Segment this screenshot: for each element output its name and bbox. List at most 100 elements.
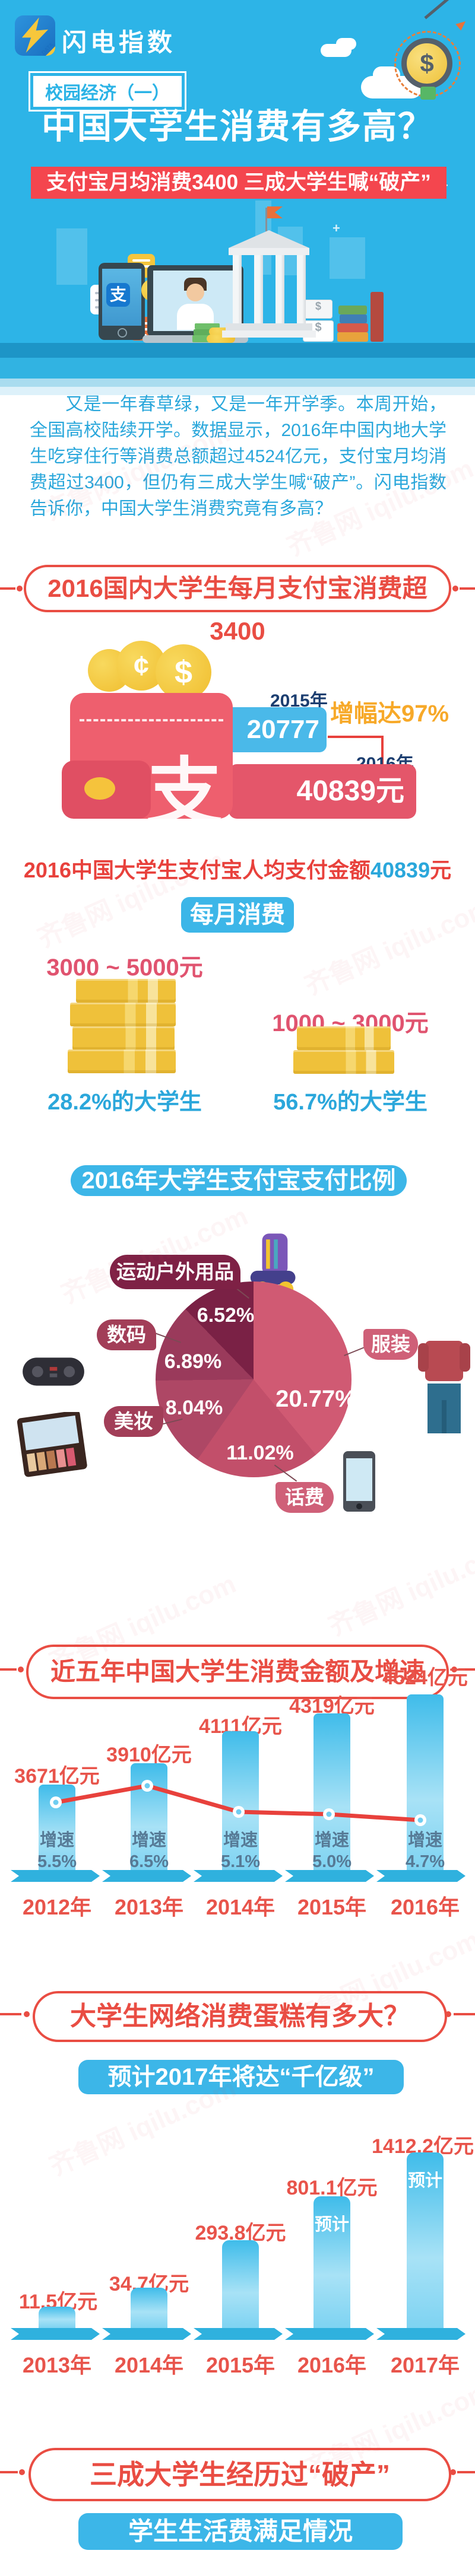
title-side-dot <box>450 2469 456 2475</box>
cash-stack-icon <box>195 323 220 329</box>
online-spend-bar-2014 <box>131 2288 167 2328</box>
wallet-pocket <box>62 761 151 819</box>
ground-band <box>0 343 475 358</box>
axis-year: 2015年 <box>297 1895 367 1919</box>
timeline-arrow <box>102 2328 191 2340</box>
title-side-dot <box>452 586 458 591</box>
axis-year: 2016年 <box>297 2353 367 2377</box>
bank-base <box>226 323 312 330</box>
section1-title: 2016国内大学生每月支付宝消费超3400 <box>24 565 451 645</box>
bar-value-label: 4524亿元 <box>382 1667 468 1689</box>
coin-handle <box>420 87 436 100</box>
title-side-dot <box>17 586 23 591</box>
bar-value-label: 3671亿元 <box>14 1765 100 1788</box>
smartphone-icon <box>343 1451 375 1512</box>
app-name: 闪电指数 <box>62 28 176 56</box>
target-coin-icon: $ <box>401 38 452 89</box>
bar-2016-amount: 40839元 <box>229 764 416 819</box>
student-face <box>186 284 204 301</box>
gold-bar <box>297 1026 391 1050</box>
cash-stack-icon <box>194 329 221 335</box>
title-side-dot <box>18 1667 24 1672</box>
timeline-arrow <box>102 1870 191 1882</box>
axis-year: 2012年 <box>22 1895 92 1919</box>
bank-column <box>254 255 263 323</box>
sparkle-icon: + <box>332 221 340 236</box>
growth-line-chart <box>50 1780 426 1826</box>
book-icon <box>340 314 367 323</box>
pie-label-phone-bill: 话费 <box>276 1482 334 1513</box>
title-side-dash <box>457 2471 475 2473</box>
range-label-high: 3000 ~ 5000元 <box>46 955 203 981</box>
growth-label: 增速 6.5% <box>129 1831 169 1871</box>
pie-label-sport: 运动户外用品 <box>110 1255 240 1289</box>
bar-2015-amount: 20777元 <box>221 707 327 789</box>
phone-screen <box>346 1458 372 1501</box>
watermark: 齐鲁网 iqilu.com <box>324 1534 475 1642</box>
logo-corner-triangle <box>35 36 55 56</box>
phone-home-button <box>356 1503 362 1509</box>
growth-note: 增幅达97% <box>330 701 449 727</box>
bar-value-label: 801.1亿元 <box>286 2177 378 2199</box>
ground-band <box>0 387 475 395</box>
bank-column <box>276 255 284 323</box>
timeline-arrow <box>285 1870 374 1882</box>
online-spend-bar-2017 <box>407 2152 444 2328</box>
pie-value-phone-bill: 11.02% <box>226 1442 294 1464</box>
page-title: 中国大学生消费有多高？ <box>41 107 433 146</box>
clothing-icon <box>418 1341 470 1433</box>
monthly-spend-badge: 每月消费 <box>181 897 294 933</box>
laptop-screen <box>153 271 238 331</box>
gold-bar <box>68 1050 176 1073</box>
section4-badge: 学生生活费满足情况 <box>78 2513 403 2550</box>
timeline-arrow <box>11 1870 100 1882</box>
gold-bar <box>76 979 176 1003</box>
ground-band <box>0 379 475 387</box>
money-bundle-icon: $ <box>304 300 332 319</box>
section4-title: 三成大学生经历过“破产” <box>28 2448 451 2501</box>
pie-label-beauty: 美妆 <box>104 1406 163 1437</box>
bank-beam <box>229 248 309 255</box>
bank-column <box>297 255 306 323</box>
bank-flag-icon <box>267 206 283 218</box>
book-icon <box>338 306 367 314</box>
axis-year: 2016年 <box>390 1895 460 1919</box>
book-icon <box>337 323 368 332</box>
online-spend-bar-2016 <box>314 2196 350 2328</box>
bank-pediment <box>229 230 309 248</box>
consumption-bar-2014 <box>222 1731 259 1870</box>
pie-section-badge: 2016年大学生支付宝支付比例 <box>71 1165 407 1196</box>
axis-year: 2013年 <box>114 1895 184 1919</box>
smartphone-illustration: 支 <box>99 263 145 340</box>
caption-highlight: 40839 <box>370 858 430 882</box>
bank-step <box>222 330 316 338</box>
phone-home-button <box>118 328 127 338</box>
timeline-arrow <box>376 1870 466 1882</box>
wallet-alipay-character: 支 <box>147 752 221 819</box>
shandian-index-logo: DATA <box>15 15 55 56</box>
lightning-bolt-icon <box>21 17 49 53</box>
pie-value-sport: 6.52% <box>197 1304 255 1327</box>
title-side-dash <box>0 2013 21 2015</box>
book-icon <box>337 332 368 342</box>
bank-flag-pole <box>265 208 267 231</box>
alipay-logo: 支 <box>106 283 130 307</box>
title-side-dot <box>445 2011 451 2017</box>
axis-year: 2014年 <box>114 2353 184 2377</box>
section1-caption: 2016中国大学生支付宝人均支付金额40839元 <box>0 853 475 884</box>
timeline-arrow <box>285 2328 374 2340</box>
wallet-stitch-line <box>80 719 223 721</box>
bank-column <box>233 255 242 323</box>
growth-label: 增速 5.0% <box>312 1831 352 1871</box>
online-spend-bar-2015 <box>222 2240 259 2328</box>
axis-year: 2013年 <box>22 2353 92 2377</box>
bar-value-label: 3910亿元 <box>106 1744 192 1766</box>
gold-bar <box>72 1026 175 1050</box>
pie-label-digital: 数码 <box>97 1319 156 1350</box>
consumption-bar-2016 <box>407 1694 444 1870</box>
growth-label: 增速 5.1% <box>220 1831 261 1871</box>
subtitle-banner: 支付宝月均消费3400 三成大学生喊“破产” <box>31 167 446 199</box>
series-tag: 校园经济（一） <box>33 76 182 107</box>
timeline-arrow <box>194 1870 283 1882</box>
